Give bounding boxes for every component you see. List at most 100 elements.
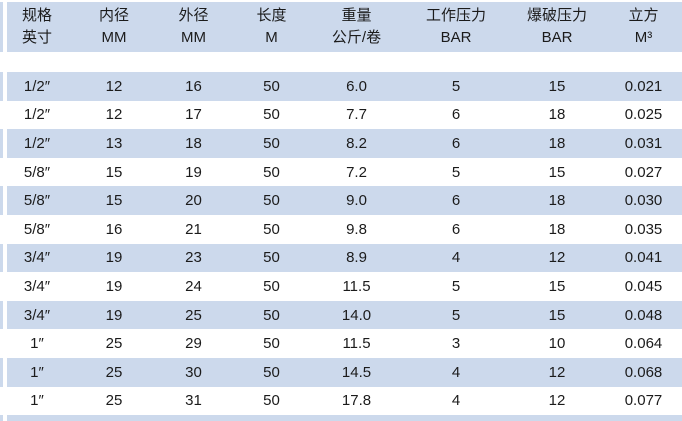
cell: 9.0	[346, 192, 367, 210]
table-row: 1/2″ 13 18 50 8.2 6 18 0.031	[0, 129, 682, 158]
cell: 3/4″	[23, 249, 51, 267]
cell: 1/2″	[23, 134, 51, 152]
cell: 17	[185, 106, 202, 124]
cell: 4	[451, 392, 461, 410]
cell: 15	[105, 163, 123, 181]
cell: 18	[548, 134, 566, 152]
table-row: 3/4″ 19 25 50 14.0 5 15 0.048	[0, 300, 682, 330]
cell: 5	[451, 77, 461, 95]
column-header-unit: MM	[181, 29, 206, 46]
cell: 0.077	[624, 392, 663, 410]
cell: 50	[263, 163, 280, 181]
cell: 15	[548, 163, 566, 181]
cell: 8.2	[346, 134, 367, 152]
table-row: 1″ 25 30 50 14.5 4 12 0.068	[0, 357, 682, 387]
cell: 25	[105, 335, 123, 353]
cell: 11.5	[342, 335, 371, 353]
header-body-gap	[0, 52, 682, 72]
cell: 1/2″	[23, 106, 51, 124]
column-header-label: 长度	[256, 7, 287, 24]
table-row: 1″ 25 29 50 11.5 3 10 0.064	[0, 329, 682, 358]
column-header-unit: M³	[634, 29, 653, 46]
cell: 0.064	[624, 335, 663, 353]
cell: 31	[185, 392, 202, 410]
cell: 0.021	[624, 77, 663, 95]
cell: 0.025	[624, 106, 663, 124]
cell: 13	[105, 134, 123, 152]
cell: 15	[105, 192, 123, 210]
cell: 4	[451, 363, 461, 381]
cell: 6	[451, 134, 461, 152]
column-header-cubic: 立方 M³	[605, 5, 682, 49]
cell: 12	[548, 363, 566, 381]
cell: 8.9	[346, 249, 367, 267]
column-header-label: 内径	[98, 7, 129, 24]
cell: 50	[263, 77, 280, 95]
column-header-label: 外径	[178, 7, 209, 24]
cell: 25	[185, 306, 202, 324]
cell: 0.068	[624, 363, 663, 381]
cell: 50	[263, 363, 280, 381]
cell: 3/4″	[23, 277, 51, 295]
cell: 0.030	[624, 192, 663, 210]
cell: 6	[451, 192, 461, 210]
cell: 21	[185, 220, 202, 238]
cell: 50	[263, 335, 280, 353]
cell: 1″	[30, 363, 44, 381]
cell: 5/8″	[23, 163, 51, 181]
cell: 15	[548, 77, 566, 95]
cell: 3/4″	[23, 306, 51, 324]
cell: 6	[451, 220, 461, 238]
cell: 18	[548, 220, 566, 238]
table-row: 5/8″ 15 20 50 9.0 6 18 0.030	[0, 186, 682, 215]
cell: 25	[105, 392, 123, 410]
cell: 23	[185, 249, 202, 267]
cell: 5	[451, 306, 461, 324]
cell: 0.035	[624, 220, 663, 238]
cell: 16	[105, 220, 123, 238]
cell: 3	[451, 335, 461, 353]
table-header: 规格 英寸 内径 MM 外径 MM 长度 M 重量 公斤/卷 工作压力 BAR …	[0, 2, 682, 52]
column-header-label: 重量	[341, 7, 372, 24]
cell: 1/2″	[23, 77, 51, 95]
cell: 12	[105, 106, 123, 124]
cell: 7.7	[346, 106, 367, 124]
cell: 0.031	[624, 134, 663, 152]
cell: 50	[263, 134, 280, 152]
cell: 16	[185, 77, 202, 95]
cell: 12	[548, 249, 566, 267]
cell: 29	[185, 335, 202, 353]
cell: 0.048	[624, 306, 663, 324]
cell: 50	[263, 106, 280, 124]
cell: 50	[263, 306, 280, 324]
cell: 24	[185, 277, 202, 295]
cell: 15	[548, 277, 566, 295]
cell: 50	[263, 249, 280, 267]
cell: 4	[451, 249, 461, 267]
cell: 0.027	[624, 163, 663, 181]
cell: 1″	[30, 392, 44, 410]
cell: 5/8″	[23, 192, 51, 210]
column-header-unit: 英寸	[21, 29, 52, 46]
table-row: 1″ 25 31 50 17.8 4 12 0.077	[0, 386, 682, 416]
column-header-outer-diameter: 外径 MM	[154, 5, 233, 49]
column-header-working-pressure: 工作压力 BAR	[403, 5, 509, 49]
table-body: 1/2″ 12 16 50 6.0 5 15 0.021 1/2″ 12 17 50 7.7 6 18 0.0…	[0, 72, 682, 416]
cell: 25	[105, 363, 123, 381]
cell: 9.8	[346, 220, 367, 238]
table-row: 1/2″ 12 17 50 7.7 6 18 0.025	[0, 100, 682, 130]
cell: 6.0	[346, 77, 367, 95]
cell: 19	[105, 306, 123, 324]
cell: 5	[451, 163, 461, 181]
column-header-label: 立方	[628, 7, 659, 24]
cell: 11.5	[342, 277, 371, 295]
cell: 50	[263, 192, 280, 210]
column-header-unit: BAR	[541, 29, 573, 46]
cell: 17.8	[341, 392, 372, 410]
cell: 0.045	[624, 277, 663, 295]
cell: 14.5	[341, 363, 372, 381]
column-header-spec: 规格 英寸	[0, 5, 74, 49]
table-row: 3/4″ 19 24 50 11.5 5 15 0.045	[0, 272, 682, 301]
cell: 5	[451, 277, 461, 295]
